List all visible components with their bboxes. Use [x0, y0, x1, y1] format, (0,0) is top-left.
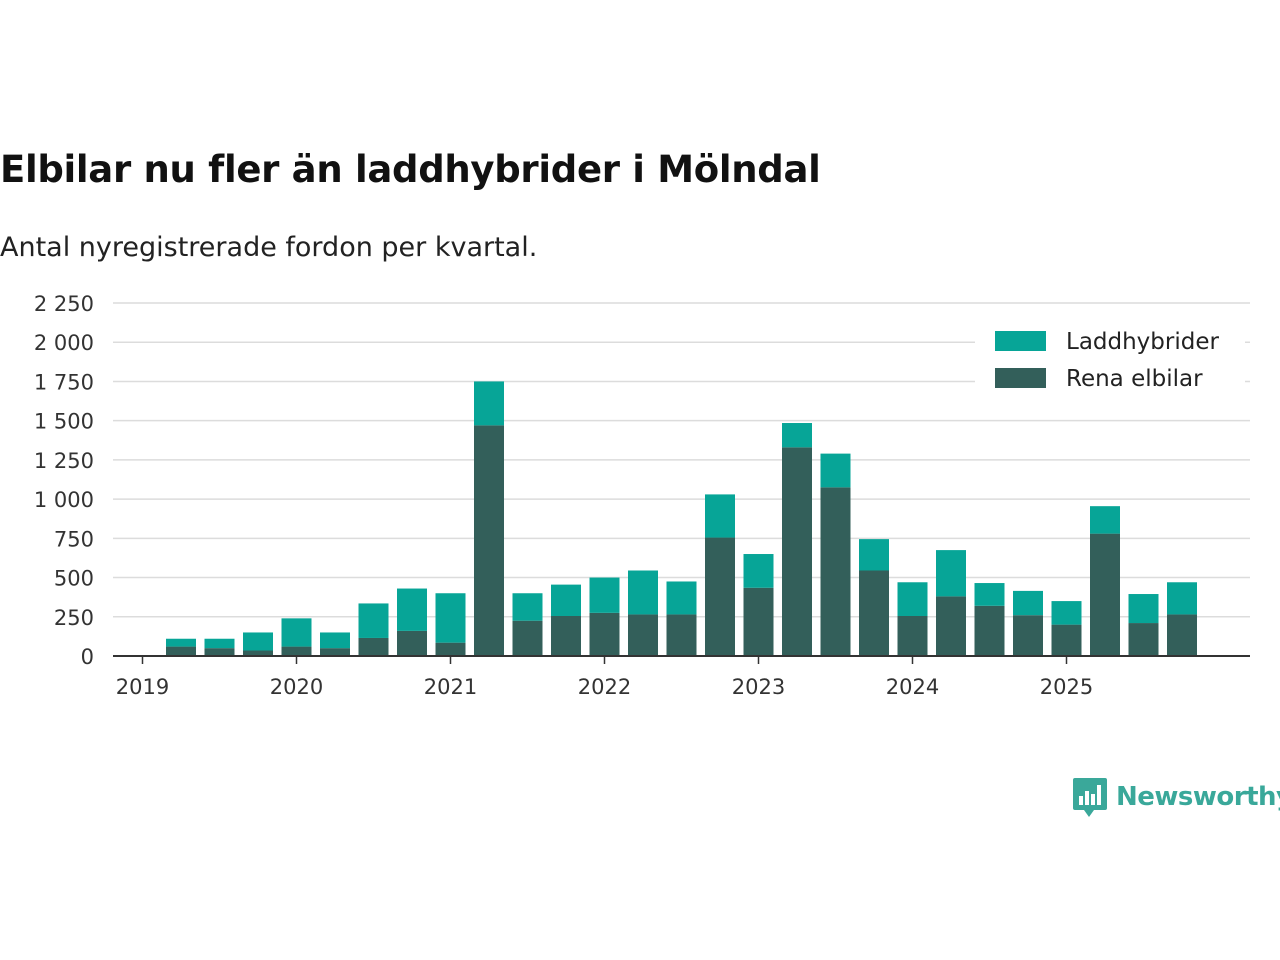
bar-laddhybrider: [166, 638, 196, 647]
bar-laddhybrider: [820, 453, 851, 488]
legend-swatch: [995, 331, 1046, 351]
y-tick-label: 1 750: [34, 370, 94, 394]
bar-rena-elbilar: [782, 447, 812, 656]
bar-laddhybrider: [320, 632, 350, 649]
bar-rena-elbilar: [820, 487, 851, 656]
y-tick-label: 2 250: [34, 292, 94, 316]
bar-laddhybrider: [1013, 590, 1043, 616]
bar-rena-elbilar: [1128, 623, 1159, 656]
bar-rena-elbilar: [1051, 624, 1082, 656]
y-axis: 0 250 500 750 1 000 1 250 1 500 1 750 2 000 2 250: [34, 292, 94, 669]
bar-laddhybrider: [589, 577, 620, 613]
grid-lines: [113, 302, 1250, 618]
bar-rena-elbilar: [1013, 615, 1043, 656]
bar-rena-elbilar: [1090, 533, 1120, 656]
bar-rena-elbilar: [743, 587, 774, 656]
legend-swatch: [995, 368, 1046, 388]
x-tick-label: 2020: [270, 675, 323, 699]
bar-rena-elbilar: [320, 648, 350, 656]
bar-laddhybrider: [435, 593, 466, 643]
bar-laddhybrider: [782, 423, 812, 448]
bar-rena-elbilar: [974, 605, 1005, 656]
x-tick-label: 2019: [116, 675, 169, 699]
newsworthy-logo[interactable]: Newsworthy: [1072, 776, 1280, 818]
bar-rena-elbilar: [204, 648, 235, 656]
x-tick-label: 2022: [578, 675, 631, 699]
bar-laddhybrider: [743, 554, 774, 588]
x-tick-label: 2021: [424, 675, 477, 699]
y-tick-label: 750: [54, 527, 94, 551]
newsworthy-logo-text: Newsworthy: [1116, 782, 1280, 812]
y-tick-label: 1 500: [34, 410, 94, 434]
bar-laddhybrider: [705, 494, 735, 538]
bar-rena-elbilar: [397, 630, 427, 656]
bar-rena-elbilar: [628, 614, 658, 656]
bar-laddhybrider: [1090, 506, 1120, 534]
bar-laddhybrider: [974, 583, 1005, 606]
bars: [166, 381, 1197, 656]
chart-title: Elbilar nu fler än laddhybrider i Mölnda…: [0, 148, 821, 191]
bar-rena-elbilar: [281, 646, 312, 656]
bar-laddhybrider: [1051, 601, 1082, 625]
bar-rena-elbilar: [936, 596, 966, 656]
x-tick-label: 2025: [1040, 675, 1093, 699]
bar-laddhybrider: [474, 381, 504, 426]
bar-laddhybrider: [628, 570, 658, 615]
newsworthy-logo-icon: [1073, 778, 1107, 817]
stacked-bar-chart: 0 250 500 750 1 000 1 250 1 500 1 750 2 000 2 250…: [34, 292, 1250, 699]
bar-rena-elbilar: [859, 570, 889, 656]
bar-laddhybrider: [397, 588, 427, 631]
y-tick-label: 1 000: [34, 488, 94, 512]
bar-rena-elbilar: [512, 620, 543, 656]
bar-rena-elbilar: [474, 425, 504, 656]
chart-subtitle: Antal nyregistrerade fordon per kvartal.: [0, 232, 538, 263]
bar-rena-elbilar: [551, 615, 581, 656]
bar-laddhybrider: [936, 550, 966, 597]
y-tick-label: 250: [54, 606, 94, 630]
bar-rena-elbilar: [166, 646, 196, 656]
bar-laddhybrider: [1128, 594, 1159, 624]
bar-rena-elbilar: [358, 637, 389, 656]
y-tick-label: 1 250: [34, 449, 94, 473]
bar-laddhybrider: [551, 584, 581, 616]
bar-rena-elbilar: [897, 615, 928, 656]
x-tick-label: 2024: [886, 675, 939, 699]
bar-laddhybrider: [358, 603, 389, 638]
legend-label: Laddhybrider: [1066, 329, 1219, 355]
bar-laddhybrider: [859, 539, 889, 571]
y-tick-label: 0: [81, 645, 94, 669]
bar-rena-elbilar: [666, 614, 697, 656]
bar-laddhybrider: [1167, 582, 1197, 615]
bar-laddhybrider: [243, 632, 273, 651]
bar-rena-elbilar: [435, 642, 466, 656]
bar-rena-elbilar: [589, 612, 620, 656]
bar-rena-elbilar: [1167, 614, 1197, 656]
bar-laddhybrider: [666, 581, 697, 615]
x-tick-label: 2023: [732, 675, 785, 699]
bar-laddhybrider: [281, 618, 312, 647]
bar-laddhybrider: [204, 638, 235, 649]
bar-rena-elbilar: [243, 650, 273, 656]
y-tick-label: 2 000: [34, 331, 94, 355]
bar-laddhybrider: [512, 593, 543, 621]
x-axis: 2019 2020 2021 2022 2023 2024 2025: [113, 655, 1250, 699]
y-tick-label: 500: [54, 567, 94, 591]
legend-label: Rena elbilar: [1066, 366, 1203, 392]
bar-rena-elbilar: [705, 537, 735, 656]
bar-laddhybrider: [897, 582, 928, 616]
legend: Laddhybrider Rena elbilar: [975, 321, 1245, 399]
